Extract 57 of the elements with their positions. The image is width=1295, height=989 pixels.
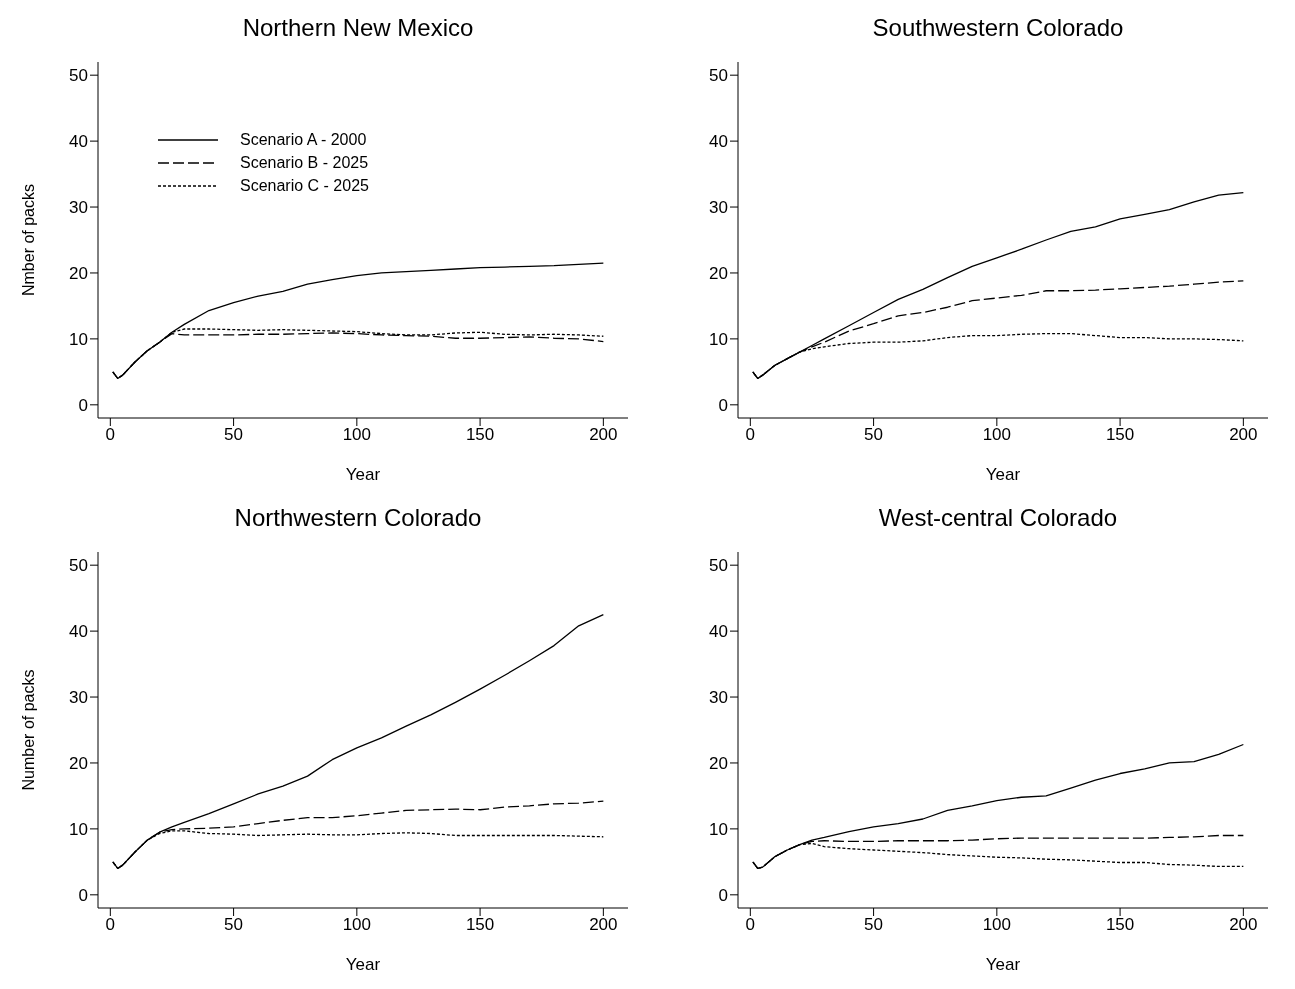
x-axis-title: Year <box>985 955 1021 974</box>
x-tick-label: 150 <box>465 915 495 935</box>
chart-title: Northern New Mexico <box>241 13 475 43</box>
y-tick-label: 30 <box>709 688 728 708</box>
x-tick-label: 50 <box>864 915 884 935</box>
x-tick-label: 0 <box>745 425 756 445</box>
y-axis-title: Number of packs <box>19 669 37 791</box>
y-tick-label: 20 <box>709 264 728 283</box>
x-tick-label: 0 <box>105 425 116 445</box>
y-tick-label: 10 <box>69 329 88 349</box>
y-tick-label: 10 <box>709 329 728 349</box>
x-tick-label: 150 <box>1105 915 1135 935</box>
y-tick-label: 50 <box>709 556 728 576</box>
y-tick-label: 50 <box>69 556 88 576</box>
x-axis-title: Year <box>985 465 1021 484</box>
y-tick-label: 30 <box>69 688 88 708</box>
y-tick-label: 30 <box>709 198 728 218</box>
x-tick-label: 0 <box>105 915 116 935</box>
chart-title: West-central Colorado <box>877 503 1119 533</box>
x-tick-label: 200 <box>1229 425 1258 445</box>
x-tick-label: 0 <box>745 915 756 935</box>
y-tick-label: 20 <box>69 264 88 283</box>
legend-label: Scenario C - 2025 <box>240 176 369 196</box>
x-tick-label: 150 <box>465 425 495 445</box>
x-tick-label: 100 <box>982 915 1012 935</box>
y-tick-label: 40 <box>69 622 88 642</box>
y-tick-label: 0 <box>718 395 728 415</box>
chart-title: Southwestern Colorado <box>871 13 1125 43</box>
y-tick-label: 20 <box>709 754 728 773</box>
x-tick-label: 200 <box>1229 915 1258 935</box>
y-tick-label: 10 <box>69 819 88 839</box>
y-tick-label: 40 <box>709 622 728 642</box>
x-tick-label: 50 <box>224 425 244 445</box>
y-tick-label: 0 <box>78 395 88 415</box>
x-tick-label: 150 <box>1105 425 1135 445</box>
x-axis-title: Year <box>345 955 381 974</box>
x-tick-label: 200 <box>589 425 618 445</box>
x-tick-label: 100 <box>982 425 1012 445</box>
chart-title: Northwestern Colorado <box>233 503 483 533</box>
x-tick-label: 50 <box>864 425 884 445</box>
x-tick-label: 50 <box>224 915 244 935</box>
y-tick-label: 40 <box>69 132 88 152</box>
x-tick-label: 100 <box>342 915 372 935</box>
y-tick-label: 0 <box>718 885 728 905</box>
legend-label: Scenario A - 2000 <box>240 130 367 150</box>
x-tick-label: 200 <box>589 915 618 935</box>
y-tick-label: 40 <box>709 132 728 152</box>
y-tick-label: 0 <box>78 885 88 905</box>
y-tick-label: 50 <box>709 66 728 86</box>
x-tick-label: 100 <box>342 425 372 445</box>
x-axis-title: Year <box>345 465 381 484</box>
y-axis-title: Nmber of packs <box>19 183 37 297</box>
y-tick-label: 30 <box>69 198 88 218</box>
y-tick-label: 10 <box>709 819 728 839</box>
y-tick-label: 20 <box>69 754 88 773</box>
y-tick-label: 50 <box>69 66 88 86</box>
legend-label: Scenario B - 2025 <box>240 153 369 173</box>
